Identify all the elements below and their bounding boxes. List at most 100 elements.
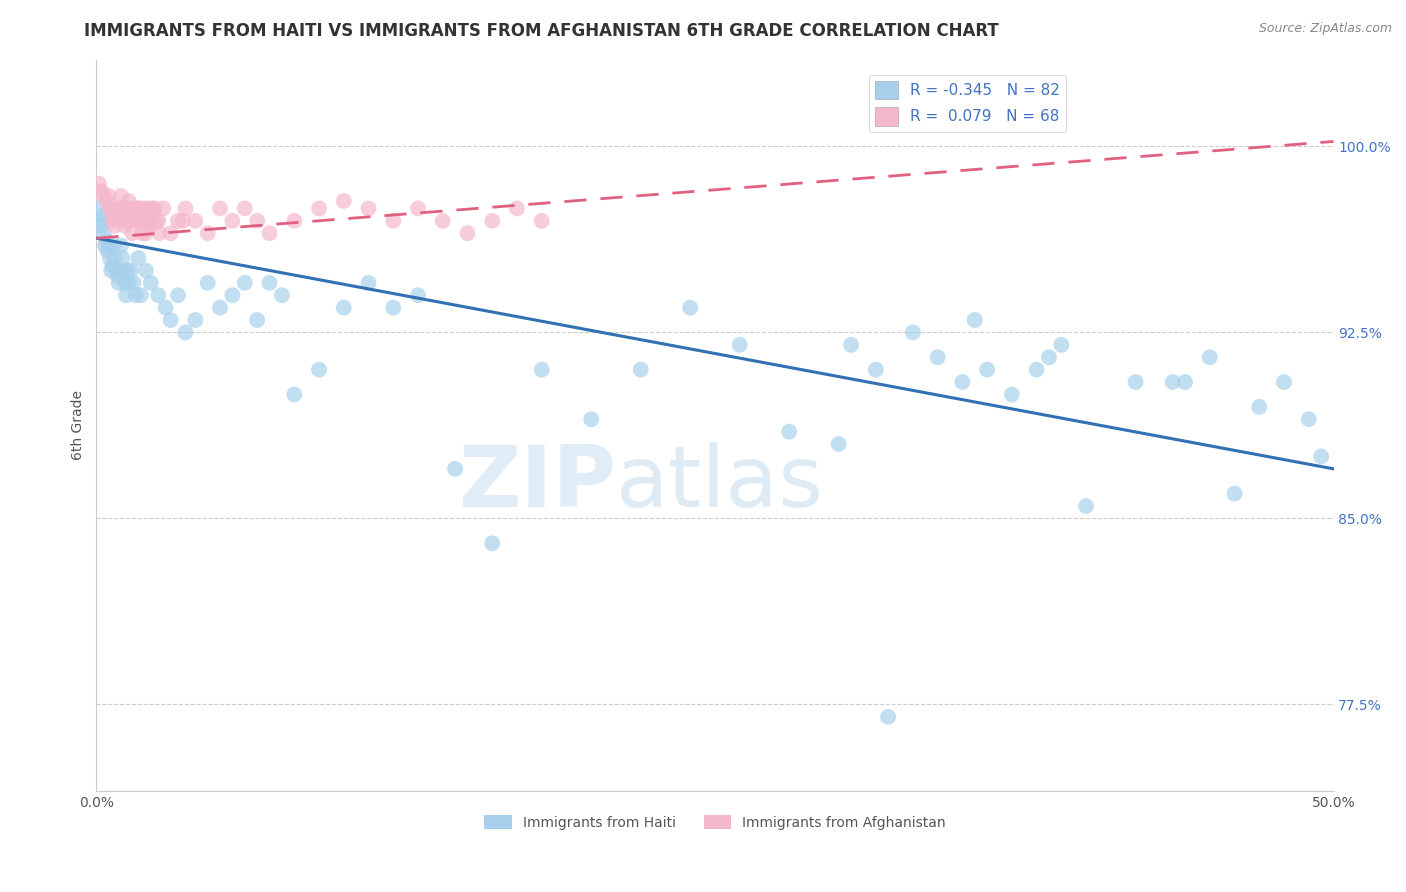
Point [1125,375,1147,389]
Point [679,301,702,315]
Point [1174,375,1197,389]
Point [444,462,467,476]
Point [778,425,800,439]
Point [117,202,139,216]
Point [457,226,479,240]
Point [110,238,132,252]
Point [839,338,862,352]
Point [865,362,887,376]
Point [104,251,127,265]
Point [129,288,152,302]
Point [105,263,128,277]
Point [406,202,429,216]
Point [121,226,143,240]
Point [96,194,118,208]
Point [184,313,207,327]
Point [1249,400,1271,414]
Point [209,202,232,216]
Point [950,375,973,389]
Point [134,202,156,216]
Point [1025,362,1047,376]
Point [197,276,219,290]
Point [246,313,269,327]
Point [125,288,148,302]
Text: ZIP: ZIP [458,442,616,525]
Point [357,202,380,216]
Point [1161,375,1184,389]
Point [1050,338,1073,352]
Point [120,202,142,216]
Point [87,202,110,216]
Point [125,202,148,216]
Point [148,214,170,228]
Point [1001,387,1024,401]
Point [246,214,269,228]
Point [174,202,197,216]
Point [530,362,553,376]
Point [98,202,121,216]
Point [1298,412,1320,426]
Point [107,276,129,290]
Point [172,214,194,228]
Point [927,350,949,364]
Legend: Immigrants from Haiti, Immigrants from Afghanistan: Immigrants from Haiti, Immigrants from A… [478,810,952,836]
Point [197,226,219,240]
Point [159,226,181,240]
Point [100,263,122,277]
Point [97,238,120,252]
Point [117,194,139,208]
Point [1038,350,1060,364]
Point [159,313,181,327]
Point [91,209,114,223]
Point [406,288,429,302]
Point [481,536,503,550]
Point [131,226,153,240]
Point [174,326,197,340]
Point [283,214,305,228]
Point [115,214,138,228]
Point [114,276,136,290]
Point [901,326,924,340]
Point [481,214,503,228]
Point [111,209,134,223]
Point [827,437,849,451]
Point [136,214,159,228]
Point [111,251,134,265]
Point [132,214,155,228]
Point [167,288,190,302]
Point [382,301,405,315]
Point [259,226,281,240]
Point [136,202,159,216]
Point [1074,499,1097,513]
Point [357,276,380,290]
Point [1223,486,1246,500]
Point [877,710,900,724]
Point [221,214,243,228]
Point [142,202,165,216]
Point [122,209,145,223]
Point [138,219,160,233]
Point [120,263,142,277]
Point [148,226,170,240]
Point [124,209,146,223]
Point [630,362,652,376]
Point [139,214,162,228]
Point [97,189,120,203]
Point [87,177,110,191]
Point [333,301,356,315]
Point [308,362,330,376]
Point [233,202,256,216]
Point [105,202,128,216]
Point [135,226,157,240]
Point [155,301,177,315]
Point [221,288,243,302]
Point [530,214,553,228]
Point [104,219,127,233]
Point [90,219,112,233]
Point [506,202,529,216]
Point [143,202,166,216]
Point [127,202,149,216]
Text: atlas: atlas [616,442,824,525]
Point [152,202,174,216]
Point [1198,350,1220,364]
